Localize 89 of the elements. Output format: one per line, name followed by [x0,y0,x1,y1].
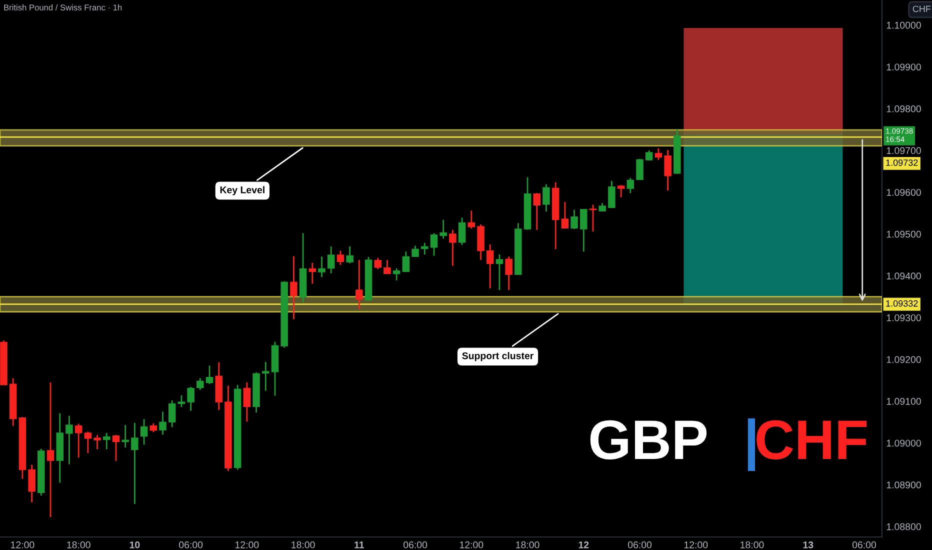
y-tick-label: 1.08900 [886,481,921,488]
candlestick [168,400,176,428]
x-tick-label: 10 [130,541,140,548]
candlestick [206,364,214,385]
candlestick [384,259,391,274]
y-tick-label: 1.09500 [886,230,921,238]
ref-line-label: 1.09732 [886,159,918,166]
y-tick-label: 1.09100 [886,398,921,405]
candlestick [468,210,476,230]
annotation: Key Level [220,186,264,196]
text: CHF [912,6,931,12]
y-tick-label: 1.09200 [886,356,921,364]
x-tick-label: 12 [578,541,589,548]
candlestick [617,184,625,198]
candlestick [392,268,400,282]
candlestick [112,434,120,462]
candlestick [187,386,194,412]
candlestick [542,184,550,212]
candlestick [654,148,662,161]
x-tick-label: 18:00 [740,541,764,548]
x-tick-label: 06:00 [403,541,428,548]
candlestick [645,150,653,162]
candlestick [608,180,616,209]
candlestick [533,192,540,231]
y-tick-label: 1.10000 [886,22,921,29]
candlestick [103,432,110,450]
chart-title: British Pound / Swiss Franc · 1h [4,4,122,10]
candlestick [496,254,504,291]
text: GBP | [590,418,756,471]
candlestick [140,418,148,446]
candlestick [28,464,36,504]
candlestick [178,394,186,408]
candlestick [74,423,82,458]
candlestick [336,250,344,266]
candlestick [131,422,138,505]
x-tick-label: 06:00 [628,541,652,548]
candlestick [290,255,298,320]
x-tick-label: 12:00 [684,541,708,548]
candlestick [262,361,270,392]
candlestick [580,208,588,252]
candlestick [94,434,101,450]
candlestick [570,209,578,230]
x-tick-label: 12:00 [460,541,484,548]
candlestick [626,177,634,194]
y-tick-label: 1.09400 [886,272,921,280]
x-tick-label: 18:00 [67,541,90,548]
x-tick-label: 11 [354,542,364,548]
ref-line-label: 1.09332 [886,300,918,307]
x-tick-label: 12:00 [11,541,34,548]
candlestick [421,242,428,256]
candlestick [449,229,456,266]
y-tick-label: 1.09800 [886,105,921,112]
candlestick [458,217,466,246]
candlestick [46,382,54,518]
candlestick [374,257,382,270]
candlestick [505,256,512,291]
candlestick [589,204,597,232]
candlestick [356,259,363,310]
y-tick-label: 1.09000 [886,440,921,447]
candlestick [308,262,316,284]
x-tick-label: 18:00 [516,541,540,548]
candlestick [243,382,251,422]
x-tick-label: 12:00 [236,541,259,548]
y-tick-label: 1.09600 [886,188,921,196]
annotation: CHF [756,420,866,460]
x-tick-label: 13 [803,541,814,548]
candlestick [664,149,672,192]
candlestick [561,201,569,229]
annotation: Support cluster [462,352,534,362]
candlestick [66,415,73,465]
candlestick [440,219,447,240]
candlestick [402,250,410,273]
x-tick-label: 06:00 [179,541,203,548]
candlestick [636,158,644,181]
y-tick-label: 1.09300 [886,314,921,322]
candlestick [327,246,335,274]
candlestick [196,378,204,391]
candlestick [159,410,166,436]
candlestick [486,244,494,290]
candlestick [84,430,92,454]
x-tick-label: 18:00 [292,541,315,548]
y-tick-label: 1.09900 [886,64,921,70]
y-tick-label: 1.08800 [886,523,921,530]
candlestick [346,246,354,264]
candlestick [430,232,438,256]
x-tick-label: 06:00 [852,541,876,548]
candlestick [318,256,326,278]
y-tick-label: 1.09700 [886,147,921,154]
candlestick [122,424,129,448]
